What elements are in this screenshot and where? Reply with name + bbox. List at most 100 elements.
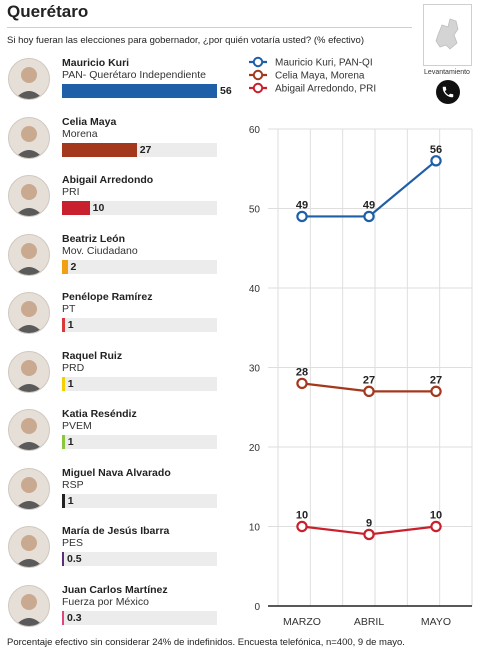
candidate-row: Beatriz León Mov. Ciudadano 2 (0, 230, 235, 288)
candidate-party: RSP (62, 478, 84, 491)
candidate-name: Penélope Ramírez (62, 291, 153, 303)
data-label: 27 (430, 374, 442, 386)
bar-value-label: 1 (67, 494, 74, 507)
candidate-party: PT (62, 303, 76, 315)
candidate-party: PVEM (62, 420, 92, 432)
bar-track (62, 376, 217, 391)
y-tick-label: 20 (249, 443, 261, 454)
candidate-party: Fuerza por México (62, 595, 149, 608)
data-point (430, 385, 442, 398)
candidate-photo (8, 350, 50, 393)
candidate-name: Raquel Ruiz (62, 349, 123, 362)
x-tick-label: ABRIL (354, 616, 385, 628)
legend-label: Mauricio Kuri, PAN-QI (275, 58, 373, 69)
data-label: 28 (296, 366, 308, 378)
candidate-bar (62, 552, 64, 566)
data-label: 49 (363, 199, 375, 211)
candidate-party: PRD (62, 361, 85, 374)
y-tick-label: 30 (249, 364, 261, 375)
phone-icon (436, 80, 460, 104)
candidate-bar (62, 610, 64, 625)
candidate-row: Celia Maya Morena 27 (0, 113, 235, 171)
legend-marker (252, 82, 264, 94)
candidate-name: Mauricio Kuri (62, 57, 130, 69)
x-tick-label: MARZO (283, 616, 321, 628)
candidate-bar (62, 201, 90, 215)
candidate-photo (8, 584, 50, 627)
y-tick-label: 40 (249, 284, 261, 295)
candidate-party: PRI (62, 186, 80, 198)
candidate-row: Mauricio Kuri PAN- Querétaro Independient… (0, 54, 235, 112)
candidate-name: Miguel Nava Alvarado (62, 466, 171, 479)
candidate-name: María de Jesús Ibarra (62, 525, 170, 537)
candidate-photo (8, 292, 50, 334)
candidate-name: Abigail Arredondo (62, 174, 154, 186)
y-tick-label: 10 (249, 523, 261, 534)
y-tick-label: 0 (254, 602, 260, 613)
candidate-party: PAN- Querétaro Independiente (62, 69, 206, 81)
candidate-row: Raquel Ruiz PRD 1 (0, 347, 235, 405)
candidate-row: Miguel Nava Alvarado RSP 1 (0, 464, 235, 522)
candidate-name: Katia Reséndiz (62, 408, 137, 420)
bar-value-label: 56 (220, 85, 232, 97)
method-label: Levantamiento (424, 69, 470, 76)
bar-value-label: 10 (92, 202, 105, 214)
title-divider (7, 27, 412, 28)
legend-marker (252, 56, 264, 68)
bar-value-label: 0.3 (67, 611, 82, 624)
data-label: 56 (430, 144, 442, 156)
candidate-photo (8, 526, 50, 568)
data-point (430, 155, 442, 167)
candidate-row: María de Jesús Ibarra PES 0.5 (0, 522, 235, 580)
data-label: 10 (296, 510, 308, 522)
candidate-bar (62, 493, 65, 508)
data-label: 10 (430, 510, 442, 522)
candidate-bar (62, 84, 217, 98)
data-label: 9 (366, 517, 372, 529)
data-label: 49 (296, 199, 308, 211)
candidate-party: Morena (62, 127, 98, 140)
bar-value-label: 1 (67, 436, 74, 448)
bar-track (62, 318, 217, 332)
state-map-icon (423, 4, 472, 66)
bar-track (62, 201, 217, 215)
candidate-name: Juan Carlos Martínez (62, 583, 168, 596)
bar-value-label: 27 (139, 143, 152, 156)
candidate-bar (62, 376, 65, 391)
bar-track (62, 493, 217, 508)
data-point (296, 377, 308, 390)
candidate-photo (8, 175, 50, 217)
bar-track (62, 610, 217, 625)
candidate-photo (8, 409, 50, 451)
footnote: Porcentaje efectivo sin considerar 24% d… (7, 637, 405, 648)
candidate-bar (62, 435, 65, 449)
bar-track (62, 435, 217, 449)
candidate-photo (8, 467, 50, 510)
candidate-photo (8, 116, 50, 159)
candidate-bar (62, 318, 65, 332)
bar-value-label: 0.5 (67, 553, 82, 565)
data-label: 27 (363, 374, 375, 386)
y-tick-label: 60 (249, 125, 261, 136)
candidate-name: Beatriz León (62, 232, 126, 245)
candidate-name: Celia Maya (62, 115, 117, 128)
legend-marker (252, 69, 264, 81)
data-point (363, 210, 375, 223)
candidate-row: Abigail Arredondo PRI 10 (0, 171, 235, 229)
candidate-row: Juan Carlos Martínez Fuerza por México 0.3 (0, 581, 235, 639)
candidate-party: PES (62, 537, 84, 549)
candidate-bar (62, 142, 137, 157)
bar-value-label: 1 (67, 319, 74, 331)
legend-label: Abigail Arredondo, PRI (275, 84, 376, 95)
bar-value-label: 1 (67, 377, 74, 390)
data-point (430, 520, 442, 533)
candidate-bar (62, 259, 68, 274)
data-point (363, 385, 375, 398)
page-title: Querétaro (7, 2, 89, 21)
candidate-row: Penélope Ramírez PT 1 (0, 288, 235, 346)
candidate-photo (8, 233, 50, 276)
x-tick-label: MAYO (421, 616, 451, 628)
y-tick-label: 50 (249, 205, 261, 216)
bar-value-label: 2 (70, 260, 77, 273)
data-point (363, 528, 375, 541)
